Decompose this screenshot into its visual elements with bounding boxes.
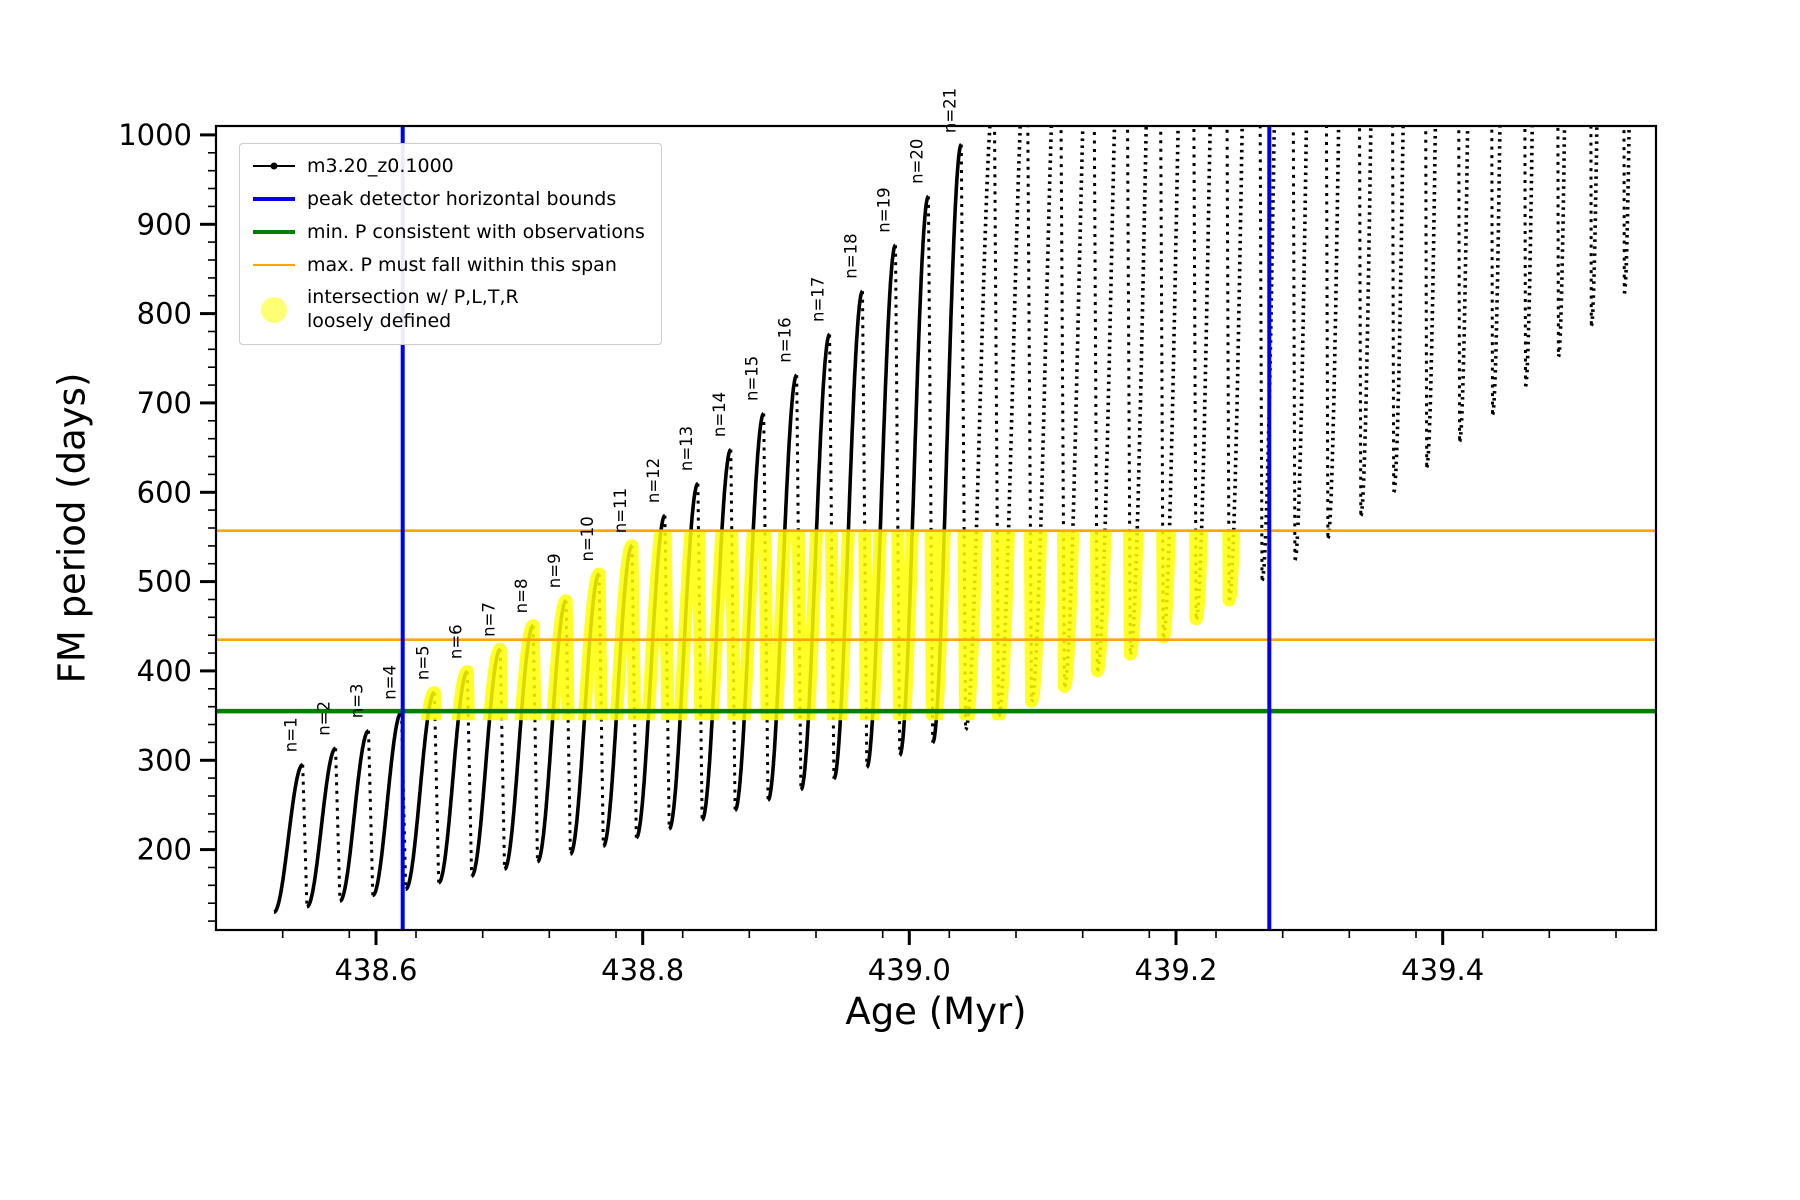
legend-entry-intersection: intersection w/ P,L,T,R loosely defined (252, 286, 645, 334)
svg-text:900: 900 (137, 207, 192, 241)
svg-text:439.4: 439.4 (1401, 953, 1484, 987)
peak-label: n=6 (446, 624, 465, 659)
svg-text:600: 600 (137, 475, 192, 509)
blue-line-marker (252, 187, 296, 211)
legend-label-series: m3.20_z0.1000 (307, 155, 454, 177)
svg-text:800: 800 (137, 297, 192, 331)
legend-label-min-p: min. P consistent with observations (307, 221, 645, 243)
series-curves (272, 126, 1656, 914)
svg-text:700: 700 (137, 386, 192, 420)
peak-label: n=8 (512, 579, 531, 614)
peak-label: n=7 (479, 602, 498, 637)
yellow-dot-marker (252, 296, 296, 323)
peak-label: n=3 (348, 684, 367, 719)
legend: m3.20_z0.1000 peak detector horizontal b… (239, 143, 662, 345)
svg-text:439.0: 439.0 (868, 953, 951, 987)
peak-label: n=20 (907, 139, 926, 184)
y-axis-title: FM period (days) (50, 372, 94, 684)
legend-label-peak-bounds: peak detector horizontal bounds (307, 188, 617, 210)
svg-text:400: 400 (137, 654, 192, 688)
peak-label: n=19 (875, 187, 894, 232)
peak-label: n=14 (710, 392, 729, 437)
svg-text:439.2: 439.2 (1134, 953, 1217, 987)
legend-entry-peak-bounds: peak detector horizontal bounds (252, 187, 645, 211)
peak-label: n=13 (677, 426, 696, 471)
peak-label: n=5 (413, 645, 432, 680)
x-axis-title: Age (Myr) (845, 990, 1027, 1033)
axes: 438.6 438.8 439.0 439.2 439.4 200 300 400 500 600… (118, 118, 1658, 987)
peak-label: n=10 (578, 516, 597, 561)
peak-label: n=11 (611, 488, 630, 533)
peak-label: n=12 (644, 458, 663, 503)
orange-line-marker (252, 253, 296, 277)
peak-label: n=16 (776, 317, 795, 362)
svg-text:200: 200 (137, 833, 192, 867)
svg-text:300: 300 (137, 743, 192, 777)
peak-label: n=17 (809, 277, 828, 322)
peak-label: n=4 (381, 665, 400, 700)
legend-entry-max-p: max. P must fall within this span (252, 253, 645, 277)
legend-label-intersection: intersection w/ P,L,T,R loosely defined (307, 286, 519, 332)
peak-label: n=9 (545, 553, 564, 588)
svg-text:500: 500 (137, 565, 192, 599)
peak-number-labels: n=1 n=2 n=3 n=4 n=5 n=6 n=7 n=8 n=9 n=10 n=11 n=12 n… (282, 88, 960, 752)
series-line-dot-marker (252, 154, 296, 178)
peak-label: n=1 (282, 717, 301, 752)
peak-label: n=15 (743, 356, 762, 401)
green-line-marker (252, 220, 296, 244)
svg-text:1000: 1000 (118, 118, 192, 152)
legend-label-max-p: max. P must fall within this span (307, 254, 617, 276)
svg-text:438.6: 438.6 (334, 953, 417, 987)
peak-label: n=2 (315, 701, 334, 736)
legend-entry-min-p: min. P consistent with observations (252, 220, 645, 244)
peak-label: n=18 (842, 233, 861, 278)
legend-entry-series: m3.20_z0.1000 (252, 154, 645, 178)
svg-text:438.8: 438.8 (601, 953, 684, 987)
highlight-intersection-markers (420, 530, 1241, 721)
peak-label: n=21 (940, 88, 959, 133)
